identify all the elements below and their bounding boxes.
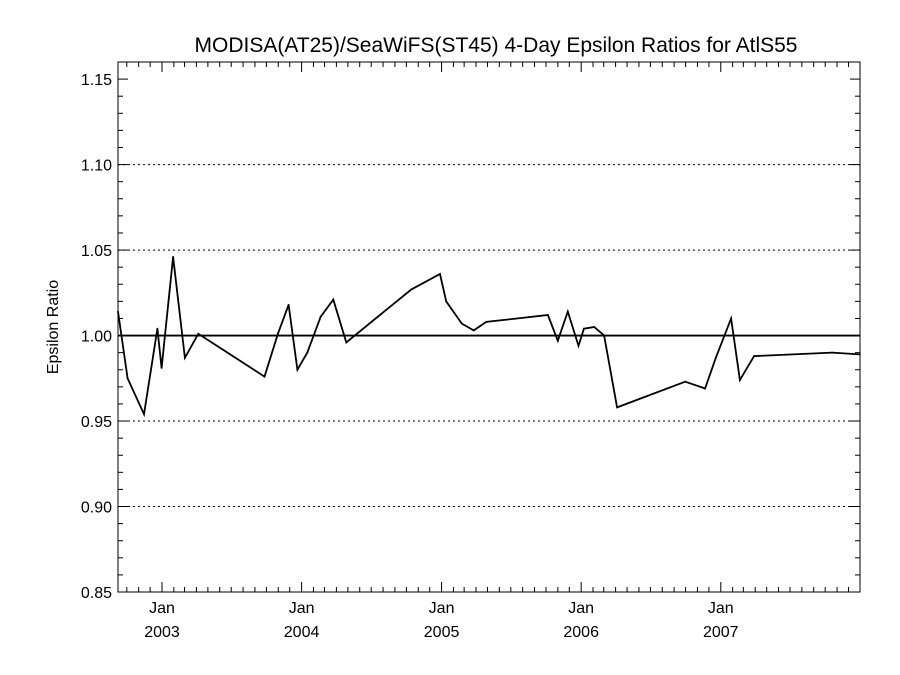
tick-labels-layer: 0.85 0.90 0.95 1.00 1.05 1.10 1.15 Jan 2003 Jan 20… (81, 72, 739, 641)
data-point (197, 332, 200, 335)
y-tick-label: 0.95 (81, 414, 112, 431)
data-point (753, 355, 755, 357)
data-point (319, 315, 322, 318)
data-point (582, 327, 585, 330)
x-tick-year: 2005 (424, 624, 460, 641)
y-tick-label: 0.90 (81, 500, 112, 517)
grid-layer (118, 164, 860, 508)
data-point (593, 326, 596, 328)
data-point (485, 320, 488, 323)
y-tick-label: 1.10 (81, 158, 112, 175)
data-point (566, 310, 569, 313)
x-tick-month: Jan (708, 600, 734, 617)
data-point (577, 344, 580, 347)
data-point (616, 406, 619, 409)
data-point (160, 367, 163, 369)
data-point (143, 413, 145, 416)
data-point (730, 317, 733, 320)
data-point (126, 377, 129, 380)
data-point (156, 327, 159, 330)
data-point (306, 351, 309, 354)
x-tick-month: Jan (429, 600, 455, 617)
data-point (831, 351, 833, 354)
data-point (410, 288, 413, 291)
data-point (345, 341, 348, 344)
data-point (739, 379, 741, 381)
data-point (172, 256, 174, 258)
y-axis-label: Epsilon Ratio (45, 280, 62, 374)
data-point (332, 298, 335, 301)
data-point (714, 356, 717, 359)
data-point (460, 322, 463, 325)
y-tick-label: 0.85 (81, 585, 112, 602)
data-point (263, 375, 266, 378)
data-point (287, 303, 290, 306)
x-tick-month: Jan (568, 600, 594, 617)
data-point (556, 339, 559, 342)
x-tick-year: 2003 (144, 624, 180, 641)
data-point (445, 300, 448, 303)
plot-frame (117, 61, 861, 593)
data-point (439, 273, 441, 275)
x-tick-month: Jan (289, 600, 315, 617)
data-point (472, 329, 475, 332)
series-line (117, 256, 861, 418)
data-point (704, 387, 706, 390)
y-tick-label: 1.00 (81, 329, 112, 346)
y-tick-label: 1.05 (81, 243, 112, 260)
data-point (276, 332, 279, 335)
data-point (547, 314, 549, 316)
ticks-layer (118, 62, 860, 593)
data-point (684, 380, 687, 383)
data-point (184, 356, 186, 359)
x-tick-year: 2006 (563, 624, 599, 641)
y-tick-label: 1.15 (81, 72, 112, 89)
x-tick-month: Jan (149, 600, 175, 617)
series-layer (117, 256, 861, 418)
data-point (296, 368, 299, 371)
chart-title: MODISA(AT25)/SeaWiFS(ST45) 4-Day Epsilon… (195, 34, 798, 57)
data-point (603, 334, 606, 337)
x-tick-year: 2004 (284, 624, 320, 641)
x-tick-year: 2007 (703, 624, 739, 641)
